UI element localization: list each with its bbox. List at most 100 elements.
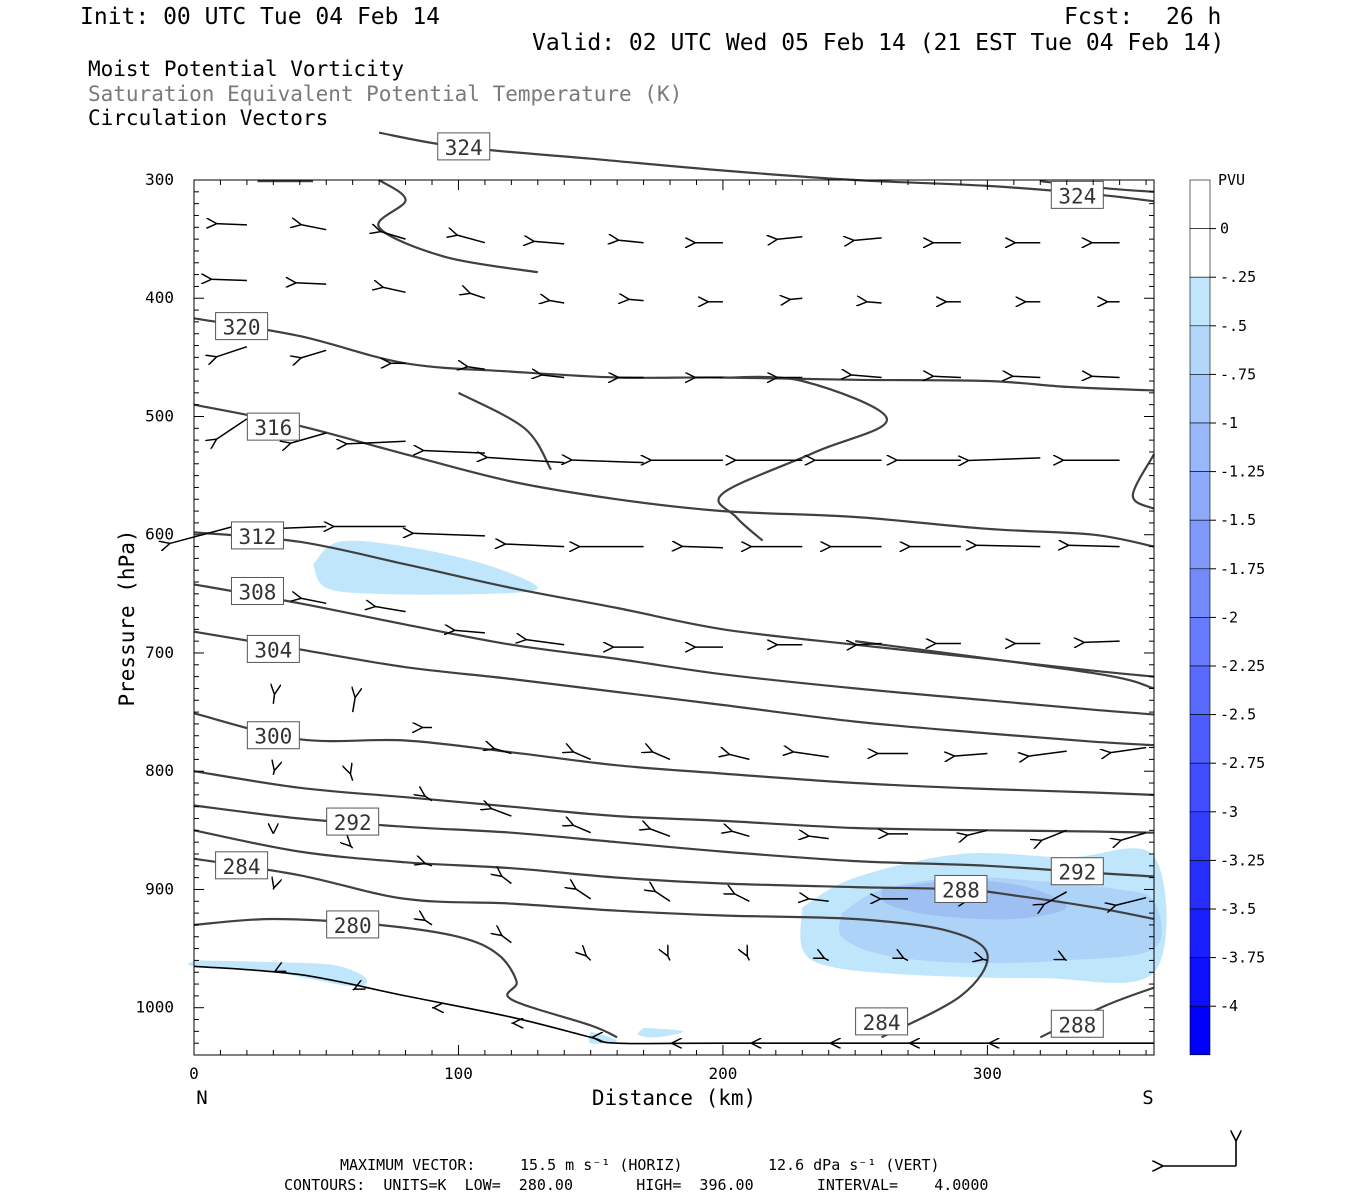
circulation-vector xyxy=(169,522,248,544)
circulation-vector xyxy=(382,287,406,294)
contour-label-box xyxy=(230,576,284,605)
circulation-vector xyxy=(856,644,882,645)
contour-label-292: 292 xyxy=(334,811,372,835)
theta-contour-304 xyxy=(193,630,1155,747)
max-vector-label: MAXIMUM VECTOR: xyxy=(340,1156,476,1174)
colorbar-label: -3.25 xyxy=(1220,851,1265,869)
colorbar-label: -2 xyxy=(1220,608,1238,626)
contour-label-box xyxy=(246,721,300,750)
circulation-vector xyxy=(272,971,276,973)
contour-label-box xyxy=(215,851,269,880)
circulation-vector xyxy=(808,899,829,902)
circulation-vector xyxy=(573,752,591,761)
circulation-vector xyxy=(273,887,274,890)
contour-label-288: 288 xyxy=(942,878,980,902)
x-tick-label: 0 xyxy=(189,1064,199,1083)
theta-contour-308 xyxy=(193,583,1155,716)
max-vector-vert: 12.6 dPa s⁻¹ (VERT) xyxy=(768,1156,940,1174)
pv-region-4 xyxy=(800,848,1167,983)
contour-label-312: 312 xyxy=(239,525,277,549)
circulation-vector xyxy=(1083,641,1120,642)
circulation-vector xyxy=(491,808,512,817)
contour-label-box xyxy=(215,312,269,341)
x-tick-label: 300 xyxy=(973,1064,1002,1083)
pv-region-3 xyxy=(637,1027,684,1038)
theta-contour-316 xyxy=(193,403,1155,548)
circulation-vector xyxy=(654,891,671,902)
plot-frame xyxy=(193,179,1155,1056)
circulation-vector xyxy=(853,238,882,241)
contour-label-box xyxy=(230,521,284,550)
circulation-vector xyxy=(1012,376,1041,377)
colorbar-bin xyxy=(1189,762,1211,813)
circulation-vector xyxy=(789,298,803,299)
max-vector-horiz: 15.5 m s⁻¹ (HORIZ) xyxy=(520,1156,683,1174)
theta-contour-320 xyxy=(717,375,888,542)
circulation-vector xyxy=(982,959,988,960)
contour-label-316: 316 xyxy=(254,416,292,440)
theta-contour-324 xyxy=(378,131,1155,203)
colorbar-label: -1 xyxy=(1220,414,1238,432)
pv-region-6 xyxy=(881,879,1067,920)
contour-label-box xyxy=(855,1007,909,1036)
circulation-vector xyxy=(575,889,592,900)
pv-region-0 xyxy=(313,540,538,595)
pv-region-1 xyxy=(188,960,367,987)
circulation-vector xyxy=(628,299,644,300)
colorbar-label: -4 xyxy=(1220,997,1238,1015)
colorbar-label: -3 xyxy=(1220,803,1238,821)
circulation-vector xyxy=(808,836,829,839)
colorbar-bin xyxy=(1189,665,1211,715)
colorbar-bin xyxy=(1189,714,1211,764)
circulation-vector xyxy=(216,418,248,440)
circulation-vector xyxy=(300,598,327,605)
vector-field-title: Circulation Vectors xyxy=(88,106,329,130)
circulation-vector xyxy=(541,375,565,378)
circulation-vector xyxy=(261,527,327,530)
colorbar-bin xyxy=(1189,1005,1211,1056)
x-tick-label: 200 xyxy=(708,1064,737,1083)
y-tick-label: 500 xyxy=(145,406,174,425)
circulation-vector xyxy=(423,451,485,454)
forecast-hour-label: Fcst: xyxy=(1064,4,1134,30)
circulation-vector xyxy=(300,225,327,231)
contour-label-box xyxy=(1050,857,1104,886)
valid-time: Valid: 02 UTC Wed 05 Feb 14 (21 EST Tue … xyxy=(532,30,1225,56)
theta-contour-316 xyxy=(855,640,1155,690)
contour-label-300: 300 xyxy=(254,725,292,749)
contour-label-box xyxy=(934,874,988,903)
init-time: Init: 00 UTC Tue 04 Feb 14 xyxy=(80,4,441,30)
contour-label-box xyxy=(246,412,300,441)
circulation-vector xyxy=(792,752,829,758)
y-tick-label: 800 xyxy=(145,761,174,780)
circulation-vector xyxy=(350,773,354,781)
circulation-vector xyxy=(954,754,988,757)
contour-label-box xyxy=(326,910,380,939)
circulation-vector xyxy=(967,898,988,901)
colorbar-label: -1.75 xyxy=(1220,560,1265,578)
circulation-vector xyxy=(350,846,354,849)
colorbar-bin xyxy=(1189,422,1211,472)
theta-contour-320 xyxy=(377,179,538,274)
colorbar-bin xyxy=(1189,860,1211,910)
colorbar-bin xyxy=(1189,811,1211,861)
circulation-vector xyxy=(501,876,512,885)
theta-contour-296 xyxy=(193,770,1155,834)
circulation-vector xyxy=(424,796,433,802)
terrain-line xyxy=(193,965,1154,1045)
y-tick-label: 400 xyxy=(145,288,174,307)
contour-label-308: 308 xyxy=(239,580,277,604)
colorbar-label: -2.25 xyxy=(1220,657,1265,675)
circulation-vector xyxy=(850,375,882,378)
contour-label-box xyxy=(437,132,491,161)
contour-label-box xyxy=(326,807,380,836)
circulation-vector xyxy=(618,240,644,243)
colorbar-label: -1.5 xyxy=(1220,511,1256,529)
circulation-vector xyxy=(1091,376,1120,377)
circulation-vector xyxy=(1115,896,1147,906)
y-tick-label: 700 xyxy=(145,643,174,662)
colorbar-bin xyxy=(1189,568,1211,618)
circulation-vector xyxy=(866,302,882,303)
circulation-vector xyxy=(273,770,274,775)
